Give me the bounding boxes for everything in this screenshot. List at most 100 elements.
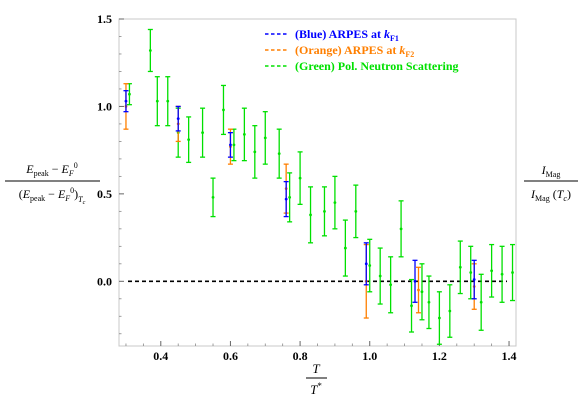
data-point bbox=[479, 300, 483, 304]
error-bar bbox=[321, 186, 327, 237]
error-bar bbox=[297, 151, 303, 206]
data-point bbox=[378, 274, 382, 278]
data-point bbox=[511, 271, 514, 274]
data-point bbox=[500, 272, 504, 276]
error-bar bbox=[165, 76, 171, 127]
data-point bbox=[354, 209, 358, 213]
data-point bbox=[222, 108, 225, 112]
y-label-left-numerator: Epeak − EF0 bbox=[25, 161, 77, 178]
error-bar bbox=[409, 278, 415, 333]
error-bar bbox=[276, 128, 282, 179]
error-bar bbox=[175, 105, 181, 132]
error-bar bbox=[489, 243, 495, 298]
y-tick-label: 1.5 bbox=[97, 12, 112, 26]
data-point bbox=[490, 269, 494, 273]
data-point bbox=[124, 99, 128, 103]
data-point bbox=[364, 262, 368, 266]
x-tick-label: 0.6 bbox=[223, 349, 238, 363]
data-point bbox=[263, 136, 267, 140]
series-layer bbox=[123, 28, 516, 345]
data-point bbox=[288, 195, 292, 199]
error-bar bbox=[123, 90, 129, 113]
data-point bbox=[472, 278, 476, 281]
x-tick-label: 1.4 bbox=[502, 349, 517, 363]
series-0 bbox=[123, 90, 477, 303]
error-bar bbox=[147, 28, 153, 73]
data-point bbox=[284, 197, 288, 201]
error-bar bbox=[287, 172, 293, 223]
data-point bbox=[155, 99, 159, 103]
error-bar bbox=[436, 291, 442, 345]
data-point bbox=[448, 309, 452, 313]
data-point bbox=[389, 283, 393, 287]
error-bar bbox=[227, 132, 233, 158]
legend-label: (Orange) ARPES at kF2 bbox=[295, 43, 414, 59]
error-bar bbox=[388, 256, 394, 314]
error-bar bbox=[220, 84, 226, 136]
data-point bbox=[469, 271, 473, 274]
data-point bbox=[323, 209, 326, 213]
series-2 bbox=[126, 28, 516, 345]
error-bar bbox=[457, 240, 463, 295]
data-point bbox=[420, 290, 424, 294]
data-point bbox=[242, 133, 246, 136]
data-point bbox=[187, 138, 191, 142]
error-bar bbox=[252, 125, 258, 179]
data-point bbox=[368, 264, 372, 267]
legend-label: (Green) Pol. Neutron Scattering bbox=[295, 59, 459, 73]
legend-item-2: (Green) Pol. Neutron Scattering bbox=[265, 59, 459, 73]
x-axis-label: T T* bbox=[306, 361, 327, 397]
data-point bbox=[201, 131, 204, 135]
error-bar bbox=[499, 245, 505, 303]
y-label-left-denominator: (Epeak − EF0)Tc bbox=[19, 186, 86, 206]
data-point bbox=[298, 176, 302, 180]
y-tick-label: 0.0 bbox=[97, 274, 112, 288]
error-bar bbox=[363, 242, 369, 286]
error-bar bbox=[186, 116, 192, 164]
data-point bbox=[253, 150, 257, 154]
error-bar bbox=[510, 243, 516, 302]
error-bar bbox=[200, 107, 206, 158]
data-point bbox=[176, 117, 180, 121]
x-tick-label: 1.0 bbox=[362, 349, 377, 363]
error-bar bbox=[241, 107, 247, 162]
data-point bbox=[410, 304, 413, 308]
x-label-numerator: T bbox=[312, 361, 320, 376]
legend-label: (Blue) ARPES at kF1 bbox=[295, 27, 399, 43]
y-axis-label-right: IMag IMag (Tc) bbox=[524, 163, 578, 203]
error-bar bbox=[426, 275, 432, 330]
data-point bbox=[166, 99, 170, 103]
error-bar bbox=[126, 83, 132, 106]
data-point bbox=[128, 92, 131, 96]
error-bar bbox=[231, 128, 237, 162]
legend: (Blue) ARPES at kF1(Orange) ARPES at kF2… bbox=[265, 27, 459, 73]
error-bar bbox=[367, 238, 373, 293]
data-point bbox=[427, 300, 431, 304]
legend-item-0: (Blue) ARPES at kF1 bbox=[265, 27, 399, 43]
error-bar bbox=[262, 111, 268, 165]
x-tick-label: 0.4 bbox=[153, 349, 168, 363]
error-bar bbox=[419, 263, 425, 321]
x-tick-label: 1.2 bbox=[432, 349, 447, 363]
data-point bbox=[229, 143, 232, 147]
data-point bbox=[148, 49, 152, 52]
data-point bbox=[309, 213, 312, 217]
error-bar bbox=[415, 266, 421, 314]
error-bar bbox=[210, 177, 216, 218]
error-bar bbox=[353, 184, 359, 239]
y-tick-label: 1.0 bbox=[97, 99, 112, 113]
error-bar bbox=[447, 284, 453, 338]
data-point bbox=[458, 265, 462, 269]
ticks-layer: 0.4 0.6 0.8 1.0 1.2 1.4 0.0 0.5 1.0 1.5 bbox=[97, 12, 517, 363]
error-bar bbox=[398, 200, 404, 258]
error-bar bbox=[283, 180, 289, 218]
legend-item-1: (Orange) ARPES at kF2 bbox=[265, 43, 414, 59]
error-bar bbox=[478, 273, 484, 331]
error-bar bbox=[412, 259, 418, 303]
data-point bbox=[413, 279, 417, 283]
error-bar bbox=[342, 219, 348, 277]
y-label-right-denominator: IMag (Tc) bbox=[530, 187, 571, 203]
x-tick-label: 0.8 bbox=[293, 349, 308, 363]
